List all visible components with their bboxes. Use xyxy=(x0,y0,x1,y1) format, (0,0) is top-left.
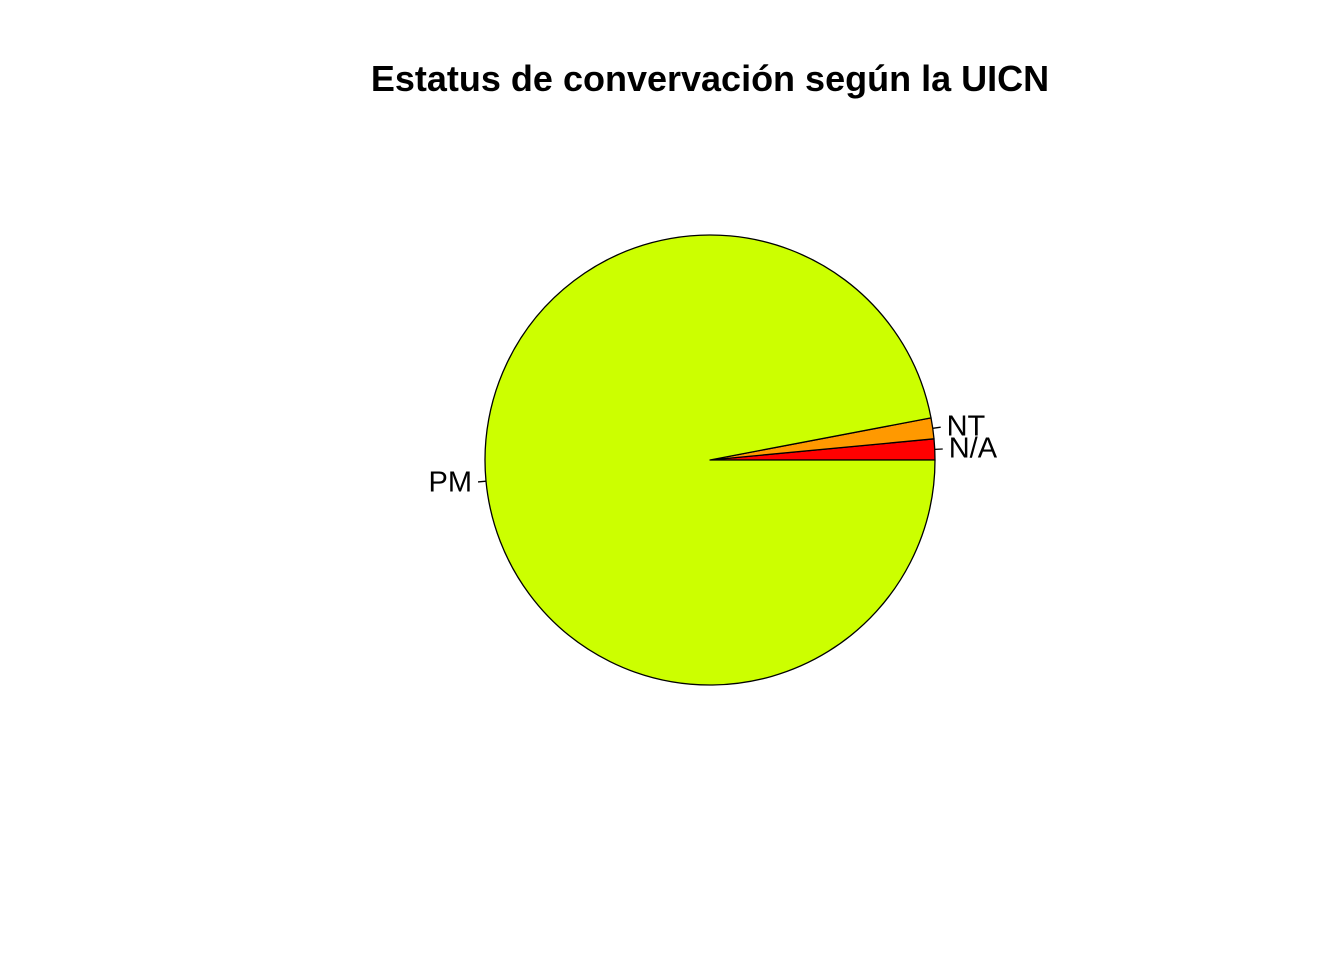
slice-label: NT xyxy=(947,410,986,442)
slice-labels: N/ANT PM xyxy=(429,410,998,498)
slice-label: PM xyxy=(429,466,473,498)
slice-label: N/A xyxy=(949,433,998,465)
label-tick xyxy=(477,480,487,483)
pie-slice-pm xyxy=(484,234,936,686)
chart-title: Estatus de convervación según la UICN xyxy=(370,58,1050,99)
label-tick xyxy=(932,426,941,429)
pie-slices xyxy=(484,234,936,686)
label-ticks xyxy=(477,426,943,483)
